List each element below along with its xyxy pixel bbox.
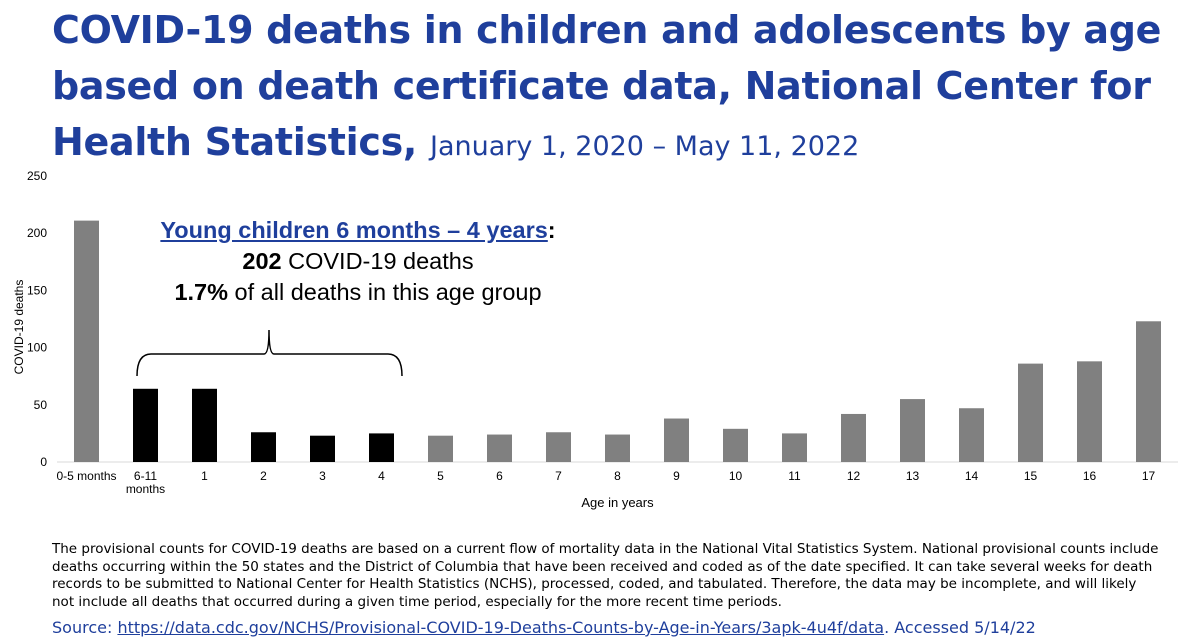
x-tick-label: 2 (260, 469, 267, 483)
x-tick-label: 8 (614, 469, 621, 483)
source-accessed: . Accessed 5/14/22 (884, 618, 1036, 637)
annotation-pct-text: of all deaths in this age group (228, 279, 542, 305)
x-tick-label: 4 (378, 469, 385, 483)
y-tick-label: 0 (40, 455, 47, 469)
source-link[interactable]: https://data.cdc.gov/NCHS/Provisional-CO… (117, 618, 885, 637)
y-tick-label: 100 (27, 341, 47, 355)
bar (782, 433, 807, 462)
x-tick-label: 6-11 months (126, 469, 165, 496)
chart-annotation: Young children 6 months – 4 years: 202 C… (118, 215, 598, 308)
title-date-range: January 1, 2020 – May 11, 2022 (429, 131, 860, 162)
bar (1136, 321, 1161, 462)
y-tick-label: 250 (27, 169, 47, 183)
annotation-pct-line: 1.7% of all deaths in this age group (118, 277, 598, 308)
group-brace (136, 329, 403, 377)
x-tick-label: 5 (437, 469, 444, 483)
x-tick-label: 15 (1024, 469, 1038, 483)
bar (664, 418, 689, 462)
bar (723, 428, 748, 462)
annotation-pct-number: 1.7% (174, 279, 229, 305)
x-tick-label: 17 (1142, 469, 1156, 483)
bar (251, 432, 276, 462)
x-tick-label: 1 (201, 469, 208, 483)
bar (841, 413, 866, 462)
annotation-deaths-line: 202 COVID-19 deaths (118, 246, 598, 277)
x-tick-label: 9 (673, 469, 680, 483)
x-tick-label: 14 (965, 469, 979, 483)
x-tick-label: 6 (496, 469, 503, 483)
bar (369, 433, 394, 462)
x-tick-label: 13 (906, 469, 920, 483)
x-axis-label: Age in years (581, 495, 654, 510)
y-tick-label: 150 (27, 283, 47, 297)
chart-title: COVID-19 deaths in children and adolesce… (52, 2, 1182, 175)
x-tick-label: 7 (555, 469, 562, 483)
x-tick-label: 0-5 months (56, 469, 116, 483)
x-tick-label: 16 (1083, 469, 1097, 483)
x-tick-label: 12 (847, 469, 861, 483)
bar (546, 432, 571, 462)
annotation-colon: : (547, 217, 556, 243)
source-line: Source: https://data.cdc.gov/NCHS/Provis… (52, 618, 1182, 637)
bar-chart: 0 50 100 150 200 250 COVID-19 deaths 0-5 months… (12, 169, 1178, 510)
y-axis-label: COVID-19 deaths (12, 280, 26, 375)
x-tick-label: 11 (788, 469, 801, 483)
title-main: COVID-19 deaths in children and adolesce… (52, 8, 1162, 164)
source-label: Source: (52, 618, 118, 637)
bar (133, 388, 158, 462)
bar (959, 408, 984, 462)
bar (74, 220, 99, 462)
bar (487, 434, 512, 462)
bar (428, 435, 453, 462)
bar (605, 434, 630, 462)
x-tick-label: 10 (729, 469, 743, 483)
bar (310, 435, 335, 462)
bar (192, 388, 217, 462)
annotation-heading: Young children 6 months – 4 years (160, 217, 548, 243)
footnote: The provisional counts for COVID-19 deat… (52, 541, 1159, 610)
bar (1018, 363, 1043, 462)
y-tick-label: 50 (34, 398, 48, 412)
bar (900, 399, 925, 462)
y-tick-label: 200 (27, 226, 47, 240)
annotation-deaths-text: COVID-19 deaths (281, 248, 474, 274)
annotation-deaths-number: 202 (242, 248, 282, 274)
bar (1077, 361, 1102, 462)
annotation-heading-line: Young children 6 months – 4 years: (118, 215, 598, 246)
x-tick-label: 3 (319, 469, 326, 483)
